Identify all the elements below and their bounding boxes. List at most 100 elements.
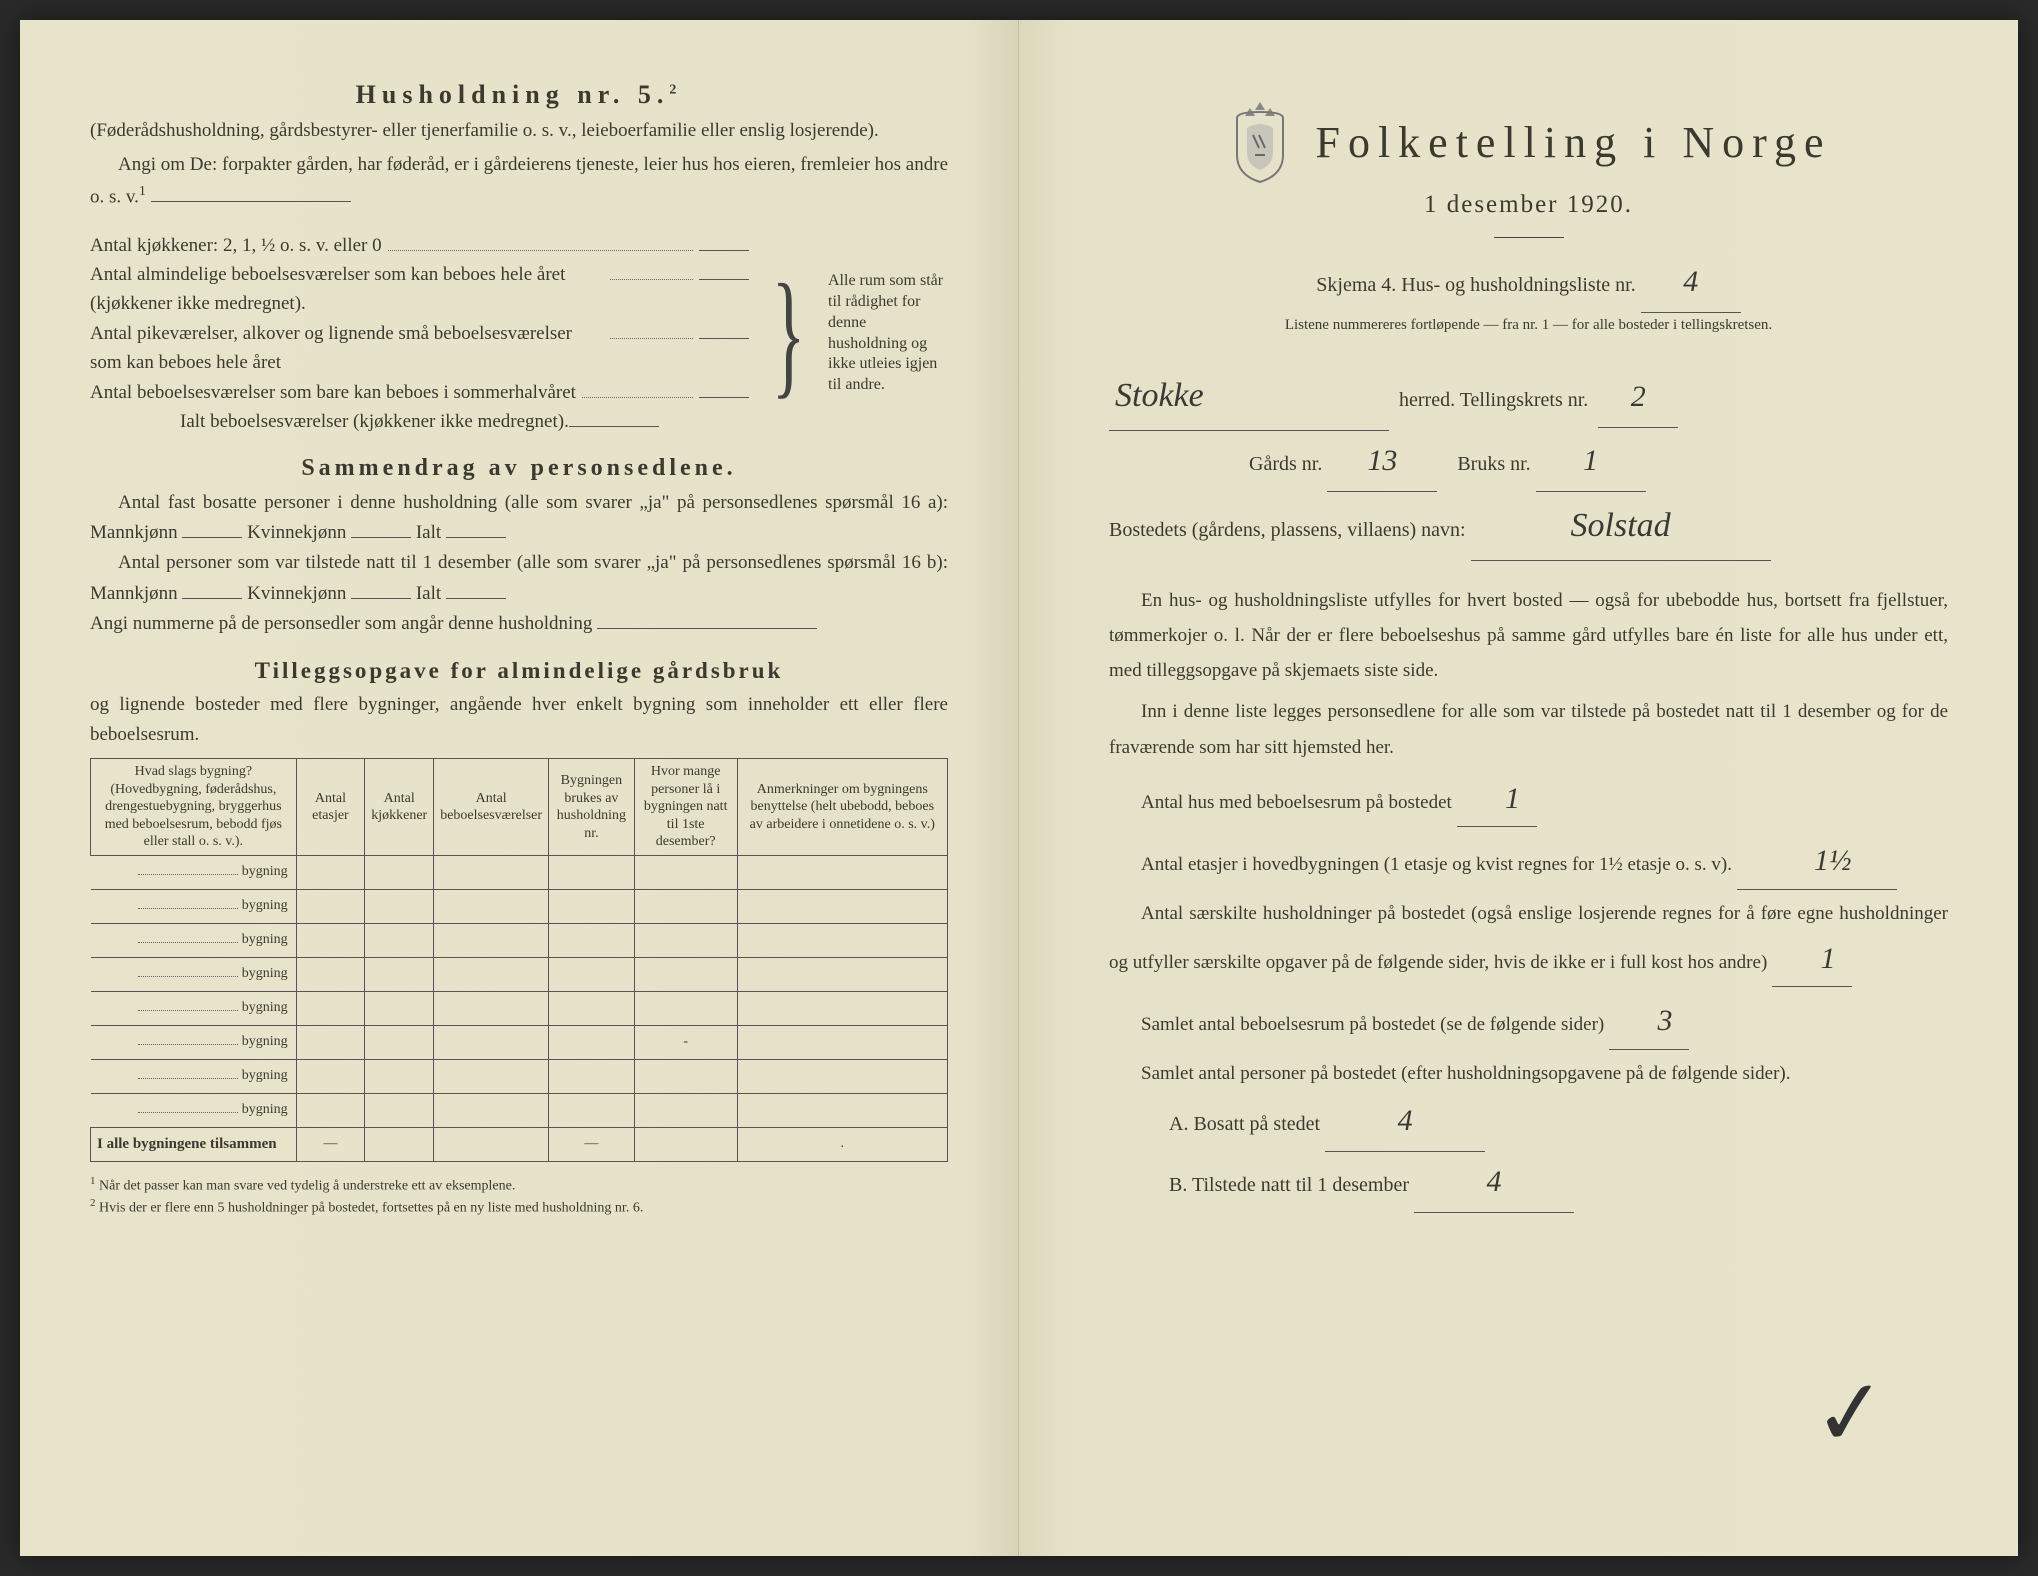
q4-label: Samlet antal beboelsesrum på bostedet (s… xyxy=(1141,1014,1604,1035)
th-6: Anmerkninger om bygningens benyttelse (h… xyxy=(737,759,947,856)
table-cell xyxy=(737,1025,947,1059)
rooms-year-row: Antal almindelige beboelsesværelser som … xyxy=(90,260,749,319)
qB-value: 4 xyxy=(1414,1152,1574,1213)
table-row: bygning xyxy=(91,991,948,1025)
q1-value: 1 xyxy=(1457,771,1537,828)
coat-of-arms-icon xyxy=(1225,100,1295,185)
right-page: Folketelling i Norge 1 desember 1920. Sk… xyxy=(1019,20,2018,1556)
table-cell xyxy=(434,923,549,957)
dots xyxy=(582,397,693,398)
main-title: Folketelling i Norge xyxy=(1315,117,1831,168)
table-body: bygningbygningbygningbygningbygningbygni… xyxy=(91,855,948,1127)
q1-line: Antal hus med beboelsesrum på bostedet 1 xyxy=(1109,771,1948,828)
tf-blank-3 xyxy=(634,1127,737,1161)
table-cell xyxy=(365,1093,434,1127)
tillegg-sub: og lignende bosteder med flere bygninger… xyxy=(90,690,948,751)
table-cell xyxy=(434,991,549,1025)
household-title: Husholdning nr. 5.2 xyxy=(90,80,948,110)
table-cell xyxy=(549,923,635,957)
table-cell xyxy=(365,1025,434,1059)
left-page: Husholdning nr. 5.2 (Føderådshusholdning… xyxy=(20,20,1019,1556)
table-cell: - xyxy=(634,1025,737,1059)
th-4: Bygningen brukes av husholdning nr. xyxy=(549,759,635,856)
angi-om-line: Angi om De: forpakter gården, har føderå… xyxy=(90,150,948,212)
table-cell xyxy=(434,1093,549,1127)
bosted-label: Bostedets (gårdens, plassens, villaens) … xyxy=(1109,519,1466,541)
table-cell xyxy=(365,957,434,991)
summary-line-1: Antal fast bosatte personer i denne hush… xyxy=(90,488,948,549)
table-cell xyxy=(434,1025,549,1059)
summary-l3-text: Angi nummerne på de personsedler som ang… xyxy=(90,613,592,634)
bygning-cell: bygning xyxy=(91,1025,297,1059)
q3-line: Antal særskilte husholdninger på bostede… xyxy=(1109,896,1948,988)
table-cell xyxy=(549,957,635,991)
table-row: bygning xyxy=(91,1093,948,1127)
ialt-label-2: Ialt xyxy=(416,583,441,604)
table-cell xyxy=(434,1059,549,1093)
table-row: bygning xyxy=(91,957,948,991)
herred-label: herred. Tellingskrets nr. xyxy=(1399,380,1588,420)
table-cell xyxy=(634,855,737,889)
bygning-cell: bygning xyxy=(91,923,297,957)
th-2: Antal kjøkkener xyxy=(365,759,434,856)
brace-note: Alle rum som står til rådighet for denne… xyxy=(828,271,948,396)
table-cell xyxy=(296,889,365,923)
dots xyxy=(388,250,693,251)
rooms-summer-row: Antal beboelsesværelser som bare kan beb… xyxy=(90,378,749,407)
rooms-maid-label: Antal pikeværelser, alkover og lignende … xyxy=(90,319,604,378)
table-cell xyxy=(434,855,549,889)
table-cell xyxy=(549,1059,635,1093)
gards-label: Gårds nr. xyxy=(1249,453,1322,475)
table-row: bygning xyxy=(91,923,948,957)
rooms-year-value xyxy=(699,279,749,280)
tillegg-title: Tilleggsopgave for almindelige gårdsbruk xyxy=(90,658,948,684)
q4-value: 3 xyxy=(1609,993,1689,1050)
kitchens-value xyxy=(699,250,749,251)
gards-nr: 13 xyxy=(1327,431,1437,492)
building-table: Hvad slags bygning? (Hovedbygning, føder… xyxy=(90,758,948,1162)
table-cell xyxy=(549,991,635,1025)
date-subtitle: 1 desember 1920. xyxy=(1109,191,1948,219)
angi-blank xyxy=(151,183,351,202)
table-cell xyxy=(634,957,737,991)
q4-line: Samlet antal beboelsesrum på bostedet (s… xyxy=(1109,993,1948,1050)
table-cell xyxy=(737,957,947,991)
table-footer-label: I alle bygningene tilsammen xyxy=(91,1127,297,1161)
bygning-cell: bygning xyxy=(91,889,297,923)
summary-title: Sammendrag av personsedlene. xyxy=(90,455,948,482)
table-cell xyxy=(549,855,635,889)
angi-om-sup: 1 xyxy=(139,184,146,199)
q2-label: Antal etasjer i hovedbygningen (1 etasje… xyxy=(1141,854,1732,875)
household-title-text: Husholdning nr. 5. xyxy=(356,80,670,109)
kvinne-blank-1 xyxy=(351,519,411,538)
table-head: Hvad slags bygning? (Hovedbygning, føder… xyxy=(91,759,948,856)
document-spread: Husholdning nr. 5.2 (Føderådshusholdning… xyxy=(20,20,2018,1556)
table-row: bygning - xyxy=(91,1025,948,1059)
kitchens-label: Antal kjøkkener: 2, 1, ½ o. s. v. eller … xyxy=(90,231,382,260)
table-cell xyxy=(296,1025,365,1059)
table-cell xyxy=(634,1059,737,1093)
skjema-line: Skjema 4. Hus- og husholdningsliste nr. … xyxy=(1109,252,1948,313)
table-cell xyxy=(634,991,737,1025)
q3-value: 1 xyxy=(1772,931,1852,988)
footnotes: 1 Når det passer kan man svare ved tydel… xyxy=(90,1174,948,1219)
table-cell xyxy=(634,923,737,957)
table-cell xyxy=(737,991,947,1025)
ialt-blank-2 xyxy=(446,580,506,599)
footnote-1-text: Når det passer kan man svare ved tydelig… xyxy=(99,1178,515,1193)
footnote-2: 2 Hvis der er flere enn 5 husholdninger … xyxy=(90,1196,948,1218)
skjema-label: Skjema 4. Hus- og husholdningsliste nr. xyxy=(1316,274,1635,296)
bygning-cell: bygning xyxy=(91,991,297,1025)
table-cell xyxy=(737,1059,947,1093)
tf-blank-1 xyxy=(365,1127,434,1161)
herred-line: Stokke herred. Tellingskrets nr. 2 xyxy=(1109,362,1948,431)
table-cell xyxy=(737,1093,947,1127)
qA-line: A. Bosatt på stedet 4 xyxy=(1109,1091,1948,1152)
ialt-blank-1 xyxy=(446,519,506,538)
skjema-nr: 4 xyxy=(1641,252,1741,313)
q5-line: Samlet antal personer på bostedet (efter… xyxy=(1109,1056,1948,1091)
th-1: Antal etasjer xyxy=(296,759,365,856)
para-2: Inn i denne liste legges personsedlene f… xyxy=(1109,694,1948,764)
bruks-label: Bruks nr. xyxy=(1457,453,1530,475)
household-subtitle: (Føderådshusholdning, gårdsbestyrer- ell… xyxy=(90,116,948,146)
